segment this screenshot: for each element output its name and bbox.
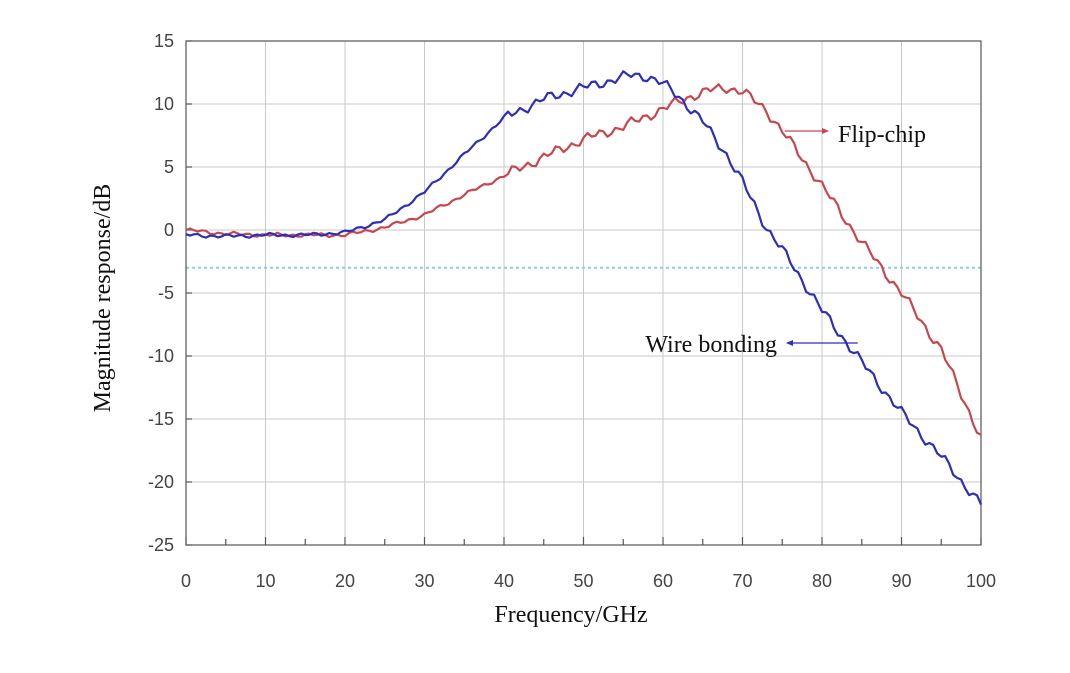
y-tick-label: -20: [148, 472, 174, 492]
x-tick-label: 40: [494, 571, 514, 591]
annotations: Flip-chip Wire bonding: [645, 122, 926, 358]
y-tick-label: 10: [154, 94, 174, 114]
x-tick-label: 80: [812, 571, 832, 591]
x-tick-label: 90: [891, 571, 911, 591]
grid: [185, 40, 982, 546]
x-tick-label: 100: [966, 571, 996, 591]
x-tick-labels: 0 10 20 30 40 50 60 70 80 90 100: [181, 571, 996, 591]
x-tick-label: 10: [255, 571, 275, 591]
flip-chip-label: Flip-chip: [838, 122, 926, 148]
y-tick-label: -25: [148, 535, 174, 555]
minor-ticks: [185, 40, 982, 546]
y-tick-label: 0: [164, 220, 174, 240]
y-tick-label: -15: [148, 409, 174, 429]
x-tick-label: 20: [335, 571, 355, 591]
x-tick-label: 30: [414, 571, 434, 591]
y-tick-label: -10: [148, 346, 174, 366]
y-tick-label: 15: [154, 31, 174, 51]
x-tick-label: 50: [573, 571, 593, 591]
x-tick-label: 0: [181, 571, 191, 591]
series-line-wire-bonding: [185, 70, 983, 506]
x-tick-label: 60: [653, 571, 673, 591]
x-axis-label: Frequency/GHz: [494, 602, 647, 628]
wire-bonding-label: Wire bonding: [645, 332, 777, 358]
x-tick-label: 70: [732, 571, 752, 591]
y-tick-label: -5: [158, 283, 174, 303]
y-tick-label: 5: [164, 157, 174, 177]
y-axis-label: Magnitude response/dB: [90, 184, 116, 413]
y-tick-labels: 15 10 5 0 -5 -10 -15 -20 -25: [148, 31, 174, 555]
series-lines: [185, 70, 983, 506]
